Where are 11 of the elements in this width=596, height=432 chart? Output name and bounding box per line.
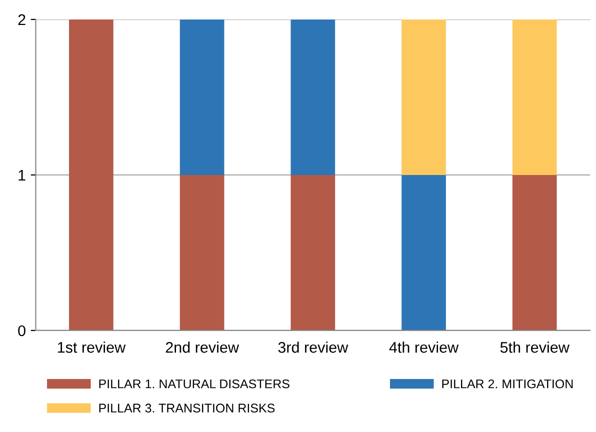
y-tick-label: 2 — [18, 14, 26, 25]
legend-label: PILLAR 1. NATURAL DISASTERS — [99, 379, 290, 388]
y-tick-label: 1 — [18, 170, 26, 180]
y-tick-label: 0 — [18, 325, 26, 336]
x-tick-label: 1st review — [58, 342, 126, 353]
x-tick-label: 4th review — [389, 342, 459, 353]
legend-label: PILLAR 2. MITIGATION — [442, 379, 573, 388]
x-tick-label: 3rd review — [278, 342, 348, 353]
legend-label: PILLAR 3. TRANSITION RISKS — [99, 404, 275, 413]
x-tick-label: 2nd review — [166, 342, 240, 353]
x-tick-label: 5th review — [500, 342, 570, 353]
